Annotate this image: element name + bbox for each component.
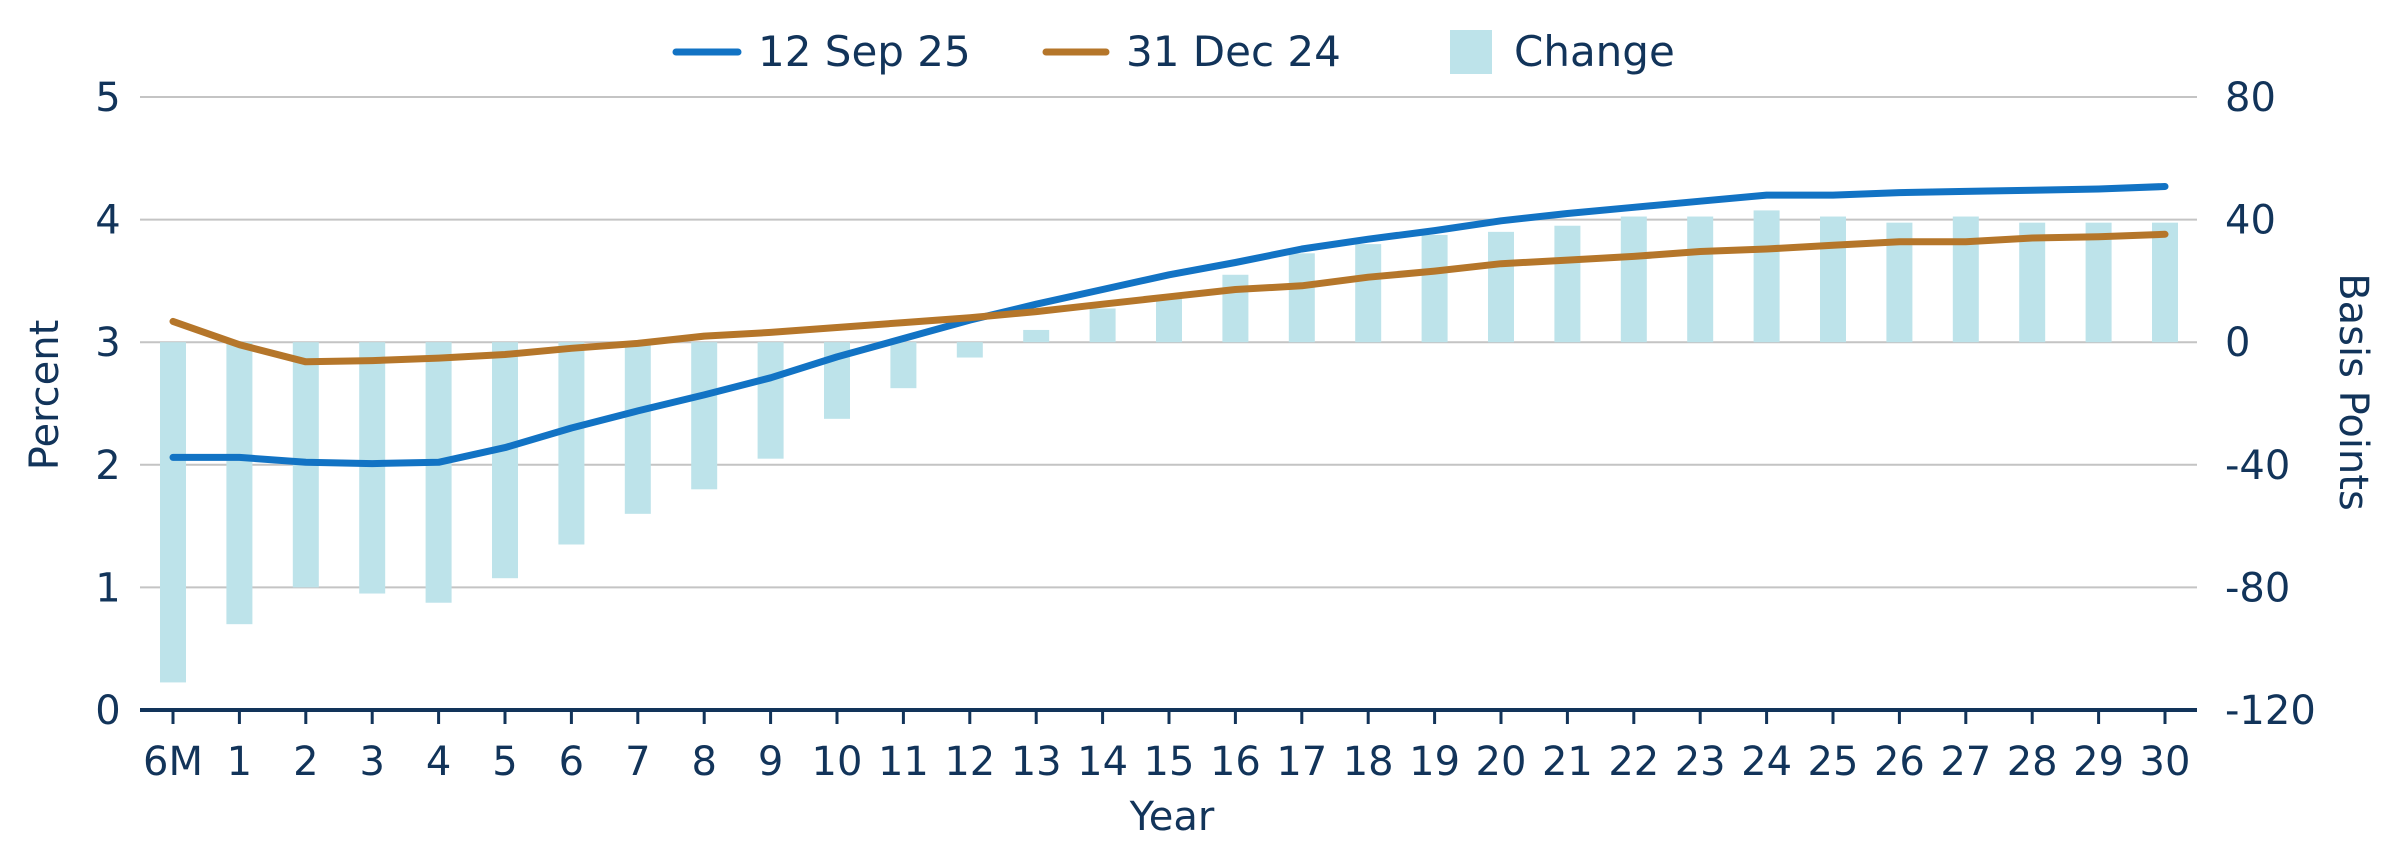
x-tick-label: 26: [1874, 739, 1925, 785]
bar-change: [691, 342, 718, 490]
x-tick-label: 30: [2140, 739, 2191, 785]
bar-change: [890, 342, 917, 389]
x-tick-label: 4: [426, 739, 451, 785]
legend-label-12sep25: 12 Sep 25: [758, 27, 971, 76]
left-tick-label: 1: [95, 565, 120, 611]
x-tick-label: 3: [359, 739, 384, 785]
x-tick-label: 11: [878, 739, 929, 785]
x-tick-label: 20: [1476, 739, 1527, 785]
x-tick-label: 28: [2007, 739, 2058, 785]
change-bars: [160, 210, 2178, 683]
x-tick-label: 24: [1741, 739, 1792, 785]
series-lines: [169, 183, 2169, 468]
x-tick-label: 25: [1808, 739, 1859, 785]
x-tick-label: 8: [691, 739, 716, 785]
x-axis-title: Year: [1129, 794, 1215, 840]
x-tick-label: 23: [1675, 739, 1726, 785]
bar-change: [226, 342, 253, 625]
bar-change: [1952, 216, 1979, 343]
bar-change: [1554, 225, 1581, 343]
x-tick-label: 27: [1940, 739, 1991, 785]
bar-change: [757, 342, 784, 459]
x-tick-label: 2: [293, 739, 318, 785]
right-axis-title: Basis Points: [2330, 273, 2376, 511]
bar-change: [1089, 308, 1116, 343]
x-tick-label: 18: [1343, 739, 1394, 785]
x-tick-label: 21: [1542, 739, 1593, 785]
bar-change: [492, 342, 518, 579]
x-tick-label: 13: [1011, 739, 1062, 785]
x-tick-label: 1: [227, 739, 252, 785]
left-tick-label: 0: [95, 688, 120, 734]
x-tick-label: 6M: [143, 739, 203, 785]
bar-change: [1156, 296, 1182, 343]
x-tick-label: 29: [2073, 739, 2124, 785]
x-tick-label: 22: [1608, 739, 1659, 785]
x-tick-label: 6: [559, 739, 584, 785]
bar-change: [1421, 234, 1448, 343]
bar-change: [2152, 222, 2178, 343]
legend-swatch-change: [1450, 30, 1492, 74]
bar-change: [1820, 216, 1846, 343]
bar-change: [2019, 222, 2046, 343]
right-tick-label: -80: [2225, 565, 2290, 611]
right-tick-label: 40: [2225, 198, 2276, 244]
bar-change: [1355, 244, 1382, 343]
x-tick-label: 10: [812, 739, 863, 785]
bar-change: [2085, 222, 2112, 343]
x-tick-label: 12: [944, 739, 995, 785]
x-tick-label: 17: [1276, 739, 1327, 785]
line-series-12sep25: [169, 183, 2169, 468]
right-tick-label: -120: [2225, 688, 2316, 734]
left-tick-label: 2: [95, 443, 120, 489]
bar-change: [1620, 216, 1647, 343]
bar-change: [558, 342, 585, 545]
bar-change: [956, 342, 983, 358]
right-axis-ticks: -120 -80 -40 0 40 80: [2225, 75, 2316, 734]
left-tick-label: 5: [95, 75, 120, 121]
x-tick-label: 15: [1144, 739, 1195, 785]
x-tick-label: 14: [1077, 739, 1128, 785]
bar-change: [359, 342, 386, 594]
bar-change: [1687, 216, 1714, 343]
x-tick-label: 9: [758, 739, 783, 785]
legend: 12 Sep 25 31 Dec 24 Change: [672, 27, 1675, 76]
x-tick-label: 5: [492, 739, 517, 785]
legend-label-change: Change: [1514, 27, 1675, 76]
bar-change: [624, 342, 651, 514]
x-axis-ticks: 6M 1 2 3 4 5 6 7 8 9 10 11 12 13 14 15 16 17 18 19 20 21 22 23 2…: [143, 710, 2190, 785]
bar-change: [425, 342, 452, 603]
right-tick-label: -40: [2225, 443, 2290, 489]
right-tick-label: 80: [2225, 75, 2276, 121]
bar-change: [1753, 210, 1780, 343]
left-tick-label: 3: [95, 320, 120, 366]
line-series-31dec24: [169, 230, 2169, 366]
bar-change: [1222, 274, 1249, 343]
right-tick-label: 0: [2225, 320, 2250, 366]
bar-change: [1488, 231, 1514, 343]
left-tick-label: 4: [95, 198, 120, 244]
bar-change: [160, 342, 186, 683]
bar-change: [1288, 253, 1315, 343]
left-axis-title: Percent: [22, 320, 68, 471]
x-tick-label: 16: [1210, 739, 1261, 785]
legend-label-31dec24: 31 Dec 24: [1126, 27, 1341, 76]
x-tick-label: 19: [1409, 739, 1460, 785]
bar-change: [1023, 329, 1050, 343]
left-axis-ticks: 0 1 2 3 4 5: [95, 75, 120, 734]
x-tick-label: 7: [625, 739, 650, 785]
